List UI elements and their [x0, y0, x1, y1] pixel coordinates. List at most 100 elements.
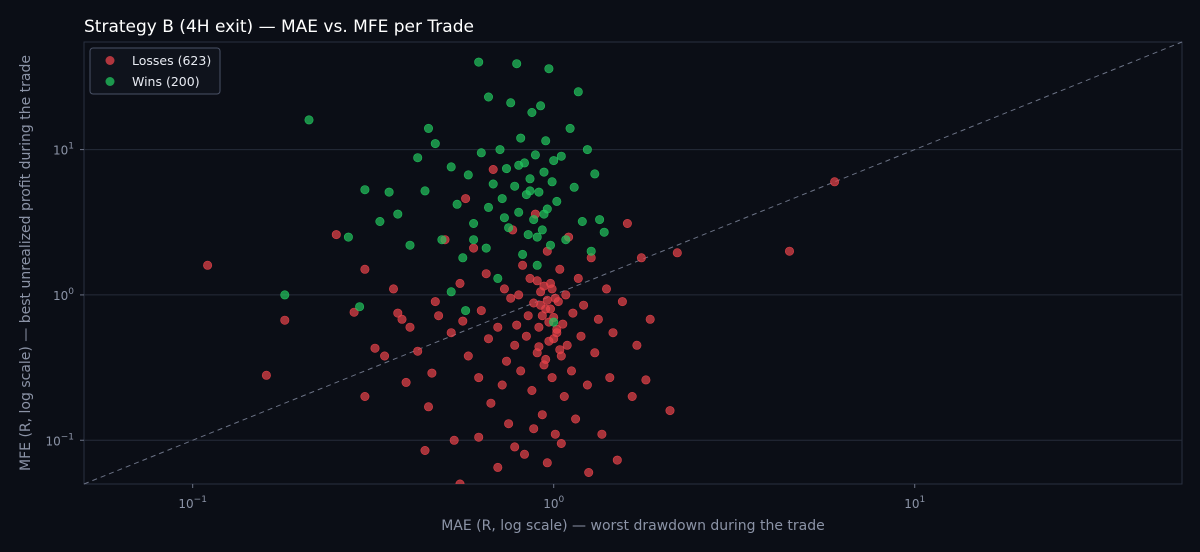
win-point — [539, 167, 549, 177]
loss-point — [612, 455, 622, 465]
win-point — [501, 164, 511, 174]
win-point — [561, 235, 571, 245]
win-point — [452, 199, 462, 209]
loss-point — [497, 380, 507, 390]
loss-point — [568, 308, 578, 318]
win-point — [375, 217, 385, 227]
win-point — [474, 57, 484, 67]
loss-point — [455, 278, 465, 288]
win-point — [516, 133, 526, 143]
win-point — [530, 150, 540, 160]
win-point — [446, 287, 456, 297]
win-point — [569, 182, 579, 192]
loss-point — [542, 295, 552, 305]
win-point — [565, 123, 575, 133]
loss-point — [590, 348, 600, 358]
loss-point — [605, 373, 615, 383]
win-point — [469, 235, 479, 245]
loss-point — [566, 366, 576, 376]
loss-point — [514, 290, 524, 300]
loss-point — [430, 297, 440, 307]
loss-point — [536, 300, 546, 310]
loss-point — [534, 342, 544, 352]
win-point — [497, 194, 507, 204]
win-point — [552, 196, 562, 206]
loss-point — [559, 391, 569, 401]
win-point — [523, 230, 533, 240]
win-point — [599, 227, 609, 237]
win-point — [527, 108, 537, 118]
loss-point — [608, 328, 618, 338]
win-point — [512, 59, 522, 69]
win-point — [437, 235, 447, 245]
win-point — [536, 101, 546, 111]
win-point — [483, 92, 493, 102]
win-point — [446, 162, 456, 172]
win-point — [343, 232, 353, 242]
y-axis-label: MFE (R, log scale) — best unrealized pro… — [18, 55, 34, 471]
win-point — [280, 290, 290, 300]
loss-point — [582, 380, 592, 390]
win-point — [405, 240, 415, 250]
win-point — [420, 186, 430, 196]
loss-point — [539, 281, 549, 291]
loss-point — [488, 165, 498, 175]
loss-point — [463, 351, 473, 361]
loss-point — [203, 260, 213, 270]
win-point — [463, 170, 473, 180]
win-point — [545, 240, 555, 250]
legend-marker-losses — [105, 56, 115, 65]
win-point — [393, 209, 403, 219]
chart-title: Strategy B (4H exit) — MAE vs. MFE per T… — [84, 17, 474, 37]
win-point — [586, 246, 596, 256]
loss-point — [558, 319, 568, 329]
win-point — [461, 306, 471, 316]
legend-label-wins: Wins (200) — [132, 74, 200, 89]
legend: Losses (623) Wins (200) — [89, 47, 221, 95]
win-point — [481, 243, 491, 253]
loss-point — [434, 311, 444, 321]
loss-point — [601, 284, 611, 294]
loss-point — [784, 246, 794, 256]
loss-point — [493, 462, 503, 472]
win-point — [541, 136, 551, 146]
loss-point — [561, 290, 571, 300]
x-tick-label: 101 — [904, 495, 925, 511]
win-point — [423, 123, 433, 133]
loss-point — [483, 334, 493, 344]
loss-point — [550, 429, 560, 439]
loss-point — [476, 306, 486, 316]
loss-point — [571, 414, 581, 424]
loss-point — [632, 340, 642, 350]
loss-point — [547, 373, 557, 383]
loss-point — [501, 356, 511, 366]
loss-point — [449, 435, 459, 445]
loss-point — [280, 315, 290, 325]
loss-point — [545, 304, 555, 314]
loss-point — [573, 273, 583, 283]
win-point — [582, 145, 592, 155]
loss-point — [555, 345, 565, 355]
loss-point — [529, 424, 539, 434]
loss-point — [474, 373, 484, 383]
loss-point — [397, 314, 407, 324]
loss-point — [405, 322, 415, 332]
y-tick-label: 101 — [53, 142, 74, 158]
loss-point — [360, 391, 370, 401]
x-axis-label: MAE (R, log scale) — worst drawdown duri… — [441, 518, 825, 534]
win-point — [493, 273, 503, 283]
win-point — [458, 253, 468, 263]
win-point — [573, 87, 583, 97]
win-point — [483, 202, 493, 212]
win-point — [532, 260, 542, 270]
loss-point — [420, 445, 430, 455]
win-point — [549, 317, 559, 327]
loss-point — [617, 297, 627, 307]
loss-point — [474, 432, 484, 442]
win-point — [504, 223, 514, 233]
win-point — [476, 148, 486, 158]
loss-point — [427, 368, 437, 378]
win-point — [304, 115, 314, 125]
win-point — [499, 213, 509, 223]
